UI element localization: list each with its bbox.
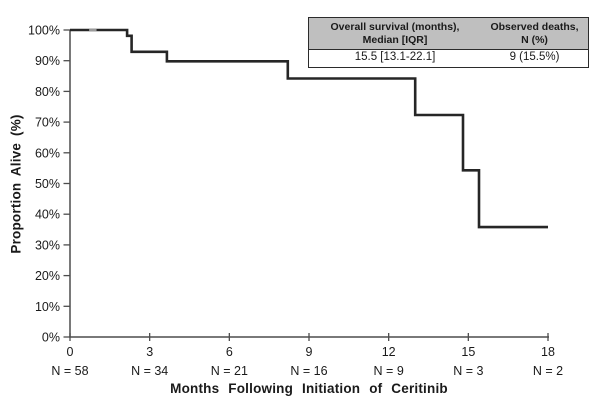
at-risk-label: N = 3: [453, 364, 483, 378]
at-risk-label: N = 16: [290, 364, 327, 378]
y-tick-label: 30%: [35, 238, 60, 252]
header-line: Observed deaths,: [490, 21, 579, 33]
at-risk-label: N = 58: [51, 364, 88, 378]
at-risk-label: N = 9: [374, 364, 404, 378]
median-survival-value: 15.5 [13.1-22.1]: [354, 51, 436, 64]
y-tick-label: 100%: [28, 24, 60, 38]
x-tick-label: 0: [67, 345, 74, 359]
x-tick-label: 12: [382, 345, 396, 359]
summary-table-header-row: Overall survival (months), Median [IQR] …: [309, 18, 588, 51]
x-tick-label: 3: [146, 345, 153, 359]
summary-stats-table: Overall survival (months), Median [IQR] …: [308, 17, 589, 69]
x-tick-label: 9: [306, 345, 313, 359]
x-tick-label: 15: [461, 345, 475, 359]
y-axis-title: Proportion Alive (%): [8, 114, 24, 254]
y-tick-label: 90%: [35, 54, 60, 68]
summary-header-observed-deaths: Observed deaths, N (%): [481, 18, 588, 49]
summary-table-value-row: 15.5 [13.1-22.1] 9 (15.5%): [309, 50, 588, 68]
survival-step-curve: [70, 28, 548, 229]
y-tick-label: 50%: [35, 177, 60, 191]
y-tick-label: 40%: [35, 208, 60, 222]
at-risk-label: N = 34: [131, 364, 168, 378]
y-tick-label: 80%: [35, 85, 60, 99]
y-tick-label: 20%: [35, 269, 60, 283]
observed-deaths-value: 9 (15.5%): [509, 51, 560, 64]
y-tick-label: 60%: [35, 146, 60, 160]
header-line: Median [IQR]: [362, 34, 428, 47]
y-tick-label: 0%: [42, 331, 60, 345]
at-risk-label: N = 21: [211, 364, 248, 378]
header-line: N (%): [521, 34, 548, 47]
at-risk-label: N = 2: [533, 364, 563, 378]
y-tick-label: 70%: [35, 116, 60, 130]
x-tick-label: 18: [541, 345, 555, 359]
x-tick-label: 6: [226, 345, 233, 359]
header-line: Overall survival (months),: [330, 21, 460, 33]
summary-header-overall-survival: Overall survival (months), Median [IQR]: [309, 18, 481, 49]
x-axis-title: Months Following Initiation of Ceritinib: [170, 381, 448, 396]
y-tick-label: 10%: [35, 300, 60, 314]
